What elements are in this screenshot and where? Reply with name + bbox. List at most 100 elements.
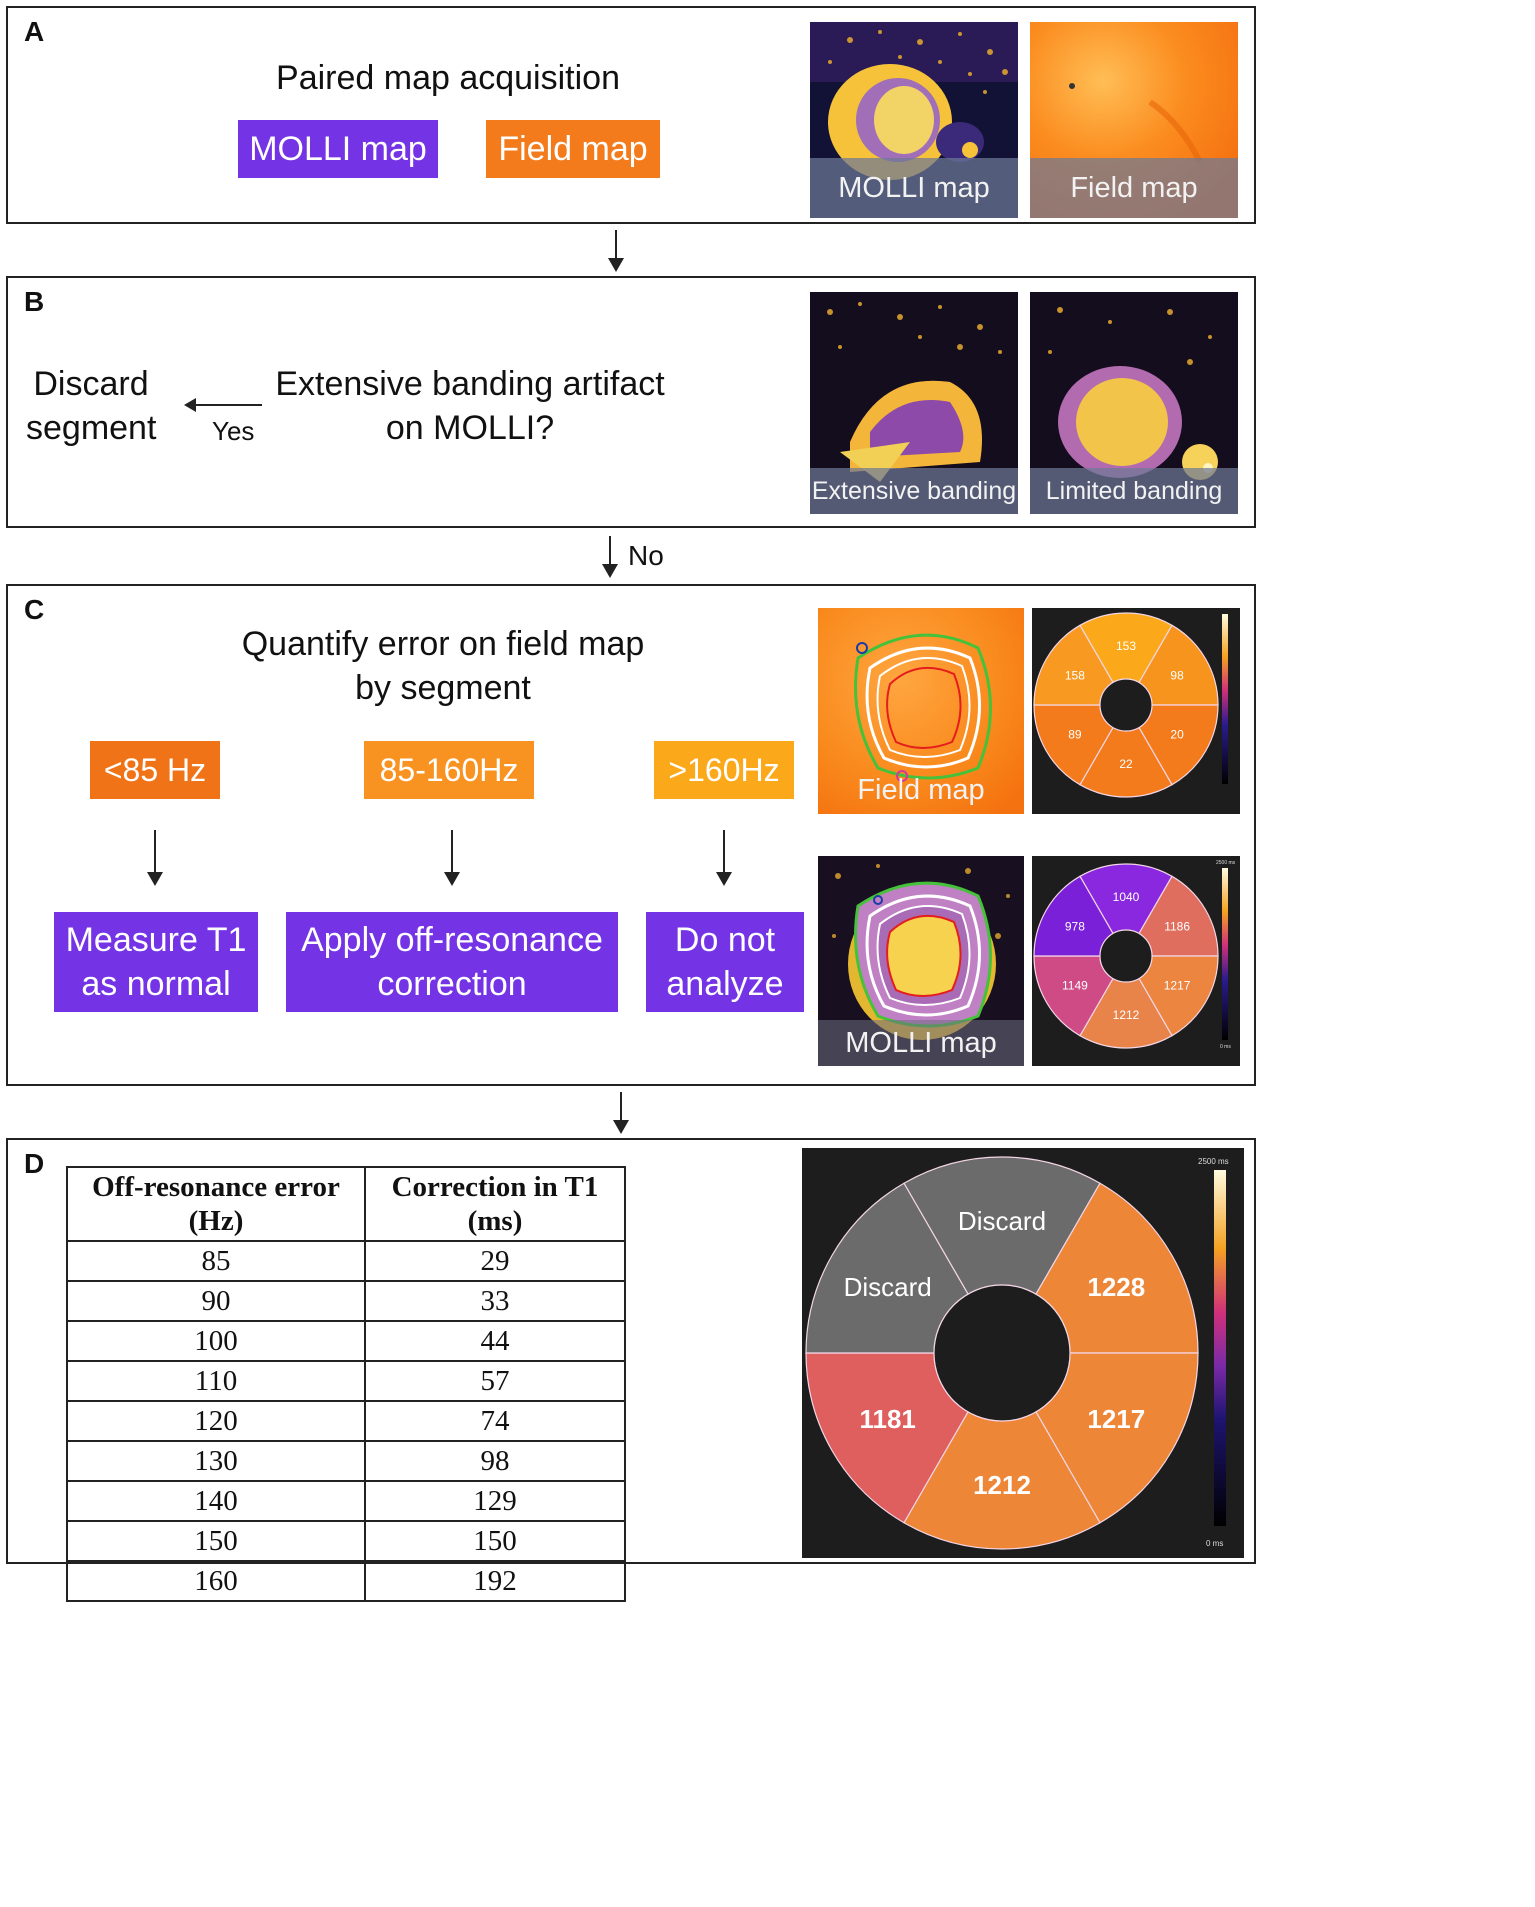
panel-d: D Off-resonance error (Hz) Correction in…	[6, 1138, 1256, 1602]
table-row: 110 57	[66, 1360, 626, 1402]
field-map-contour-image: Field map	[818, 608, 1024, 814]
final-bullseye-segment-label: 1217	[1087, 1404, 1145, 1434]
molli-bullseye-segment-label: 1040	[1113, 890, 1140, 904]
field-bullseye-segments	[1033, 612, 1219, 798]
molli-bullseye-segment-label: 1186	[1164, 920, 1190, 934]
table-row: 120 74	[66, 1400, 626, 1442]
field-bullseye-graphic: 153 98 20 22 89 158	[1033, 612, 1228, 798]
cell-ms: 129	[364, 1480, 626, 1522]
apply-line1: Apply off-resonance	[301, 921, 603, 959]
measure-line1: Measure T1	[65, 921, 247, 959]
table-header-row: Off-resonance error (Hz) Correction in T…	[66, 1166, 626, 1242]
table-header-hz: Off-resonance error (Hz)	[66, 1166, 366, 1242]
measure-t1-box: Measure T1 as normal	[54, 912, 258, 1012]
final-bullseye-graphic: Discard 1228 1217 1212 1181 Discard 2500 ms 0…	[805, 1156, 1229, 1550]
apply-line2: correction	[377, 965, 527, 1003]
header-ms-line1: Correction in T1	[391, 1171, 599, 1203]
yes-arrow	[184, 398, 262, 412]
cell-hz: 160	[66, 1560, 366, 1602]
cell-ms: 74	[364, 1400, 626, 1442]
field-bullseye-panel: 153 98 20 22 89 158	[1032, 608, 1240, 814]
discard-line1: Discard	[33, 365, 149, 403]
final-scale-bottom: 0 ms	[1206, 1539, 1223, 1548]
molli-contour-image: MOLLI map	[818, 856, 1024, 1066]
cell-hz: 90	[66, 1280, 366, 1322]
molli-bullseye-segment-label: 1217	[1164, 979, 1191, 993]
banding-question-line2: on MOLLI?	[385, 409, 555, 447]
table-row: 140 129	[66, 1480, 626, 1522]
measure-line2: as normal	[81, 965, 231, 1003]
extensive-banding-image: Extensive banding	[810, 292, 1018, 514]
cell-ms: 192	[364, 1560, 626, 1602]
field-bullseye-segment-label: 20	[1170, 728, 1184, 742]
do-not-analyze-box: Do not analyze	[646, 912, 804, 1012]
final-bullseye-segment-label: Discard	[958, 1206, 1046, 1236]
panel-c-letter: C	[24, 594, 45, 625]
molli-map-image: MOLLI map	[810, 22, 1018, 218]
molli-map-box: MOLLI map	[238, 120, 438, 178]
arrow-mid	[444, 830, 460, 886]
donot-line2: analyze	[666, 965, 784, 1003]
threshold-low: <85 Hz	[90, 741, 220, 799]
table-row: 90 33	[66, 1280, 626, 1322]
discard-segment-label: Discard segment	[26, 362, 156, 450]
apply-correction-box: Apply off-resonance correction	[286, 912, 618, 1012]
molli-bullseye-graphic: 1040 1186 1217 1212 1149 978 2500 ms 0 ms	[1033, 860, 1236, 1050]
field-bullseye-segment-label: 153	[1116, 639, 1136, 653]
molli-scale-top: 2500 ms	[1216, 860, 1236, 866]
cell-hz: 130	[66, 1440, 366, 1482]
field-bullseye-segment-label: 89	[1068, 728, 1082, 742]
cell-ms: 150	[364, 1520, 626, 1562]
cell-hz: 150	[66, 1520, 366, 1562]
cell-ms: 98	[364, 1440, 626, 1482]
yes-label: Yes	[212, 416, 255, 446]
limited-banding-image: Limited banding	[1030, 292, 1238, 514]
panel-a: A Paired map acquisition MOLLI map Field…	[6, 6, 1256, 224]
field-bullseye-segment-label: 98	[1170, 669, 1184, 683]
final-bullseye-panel: Discard 1228 1217 1212 1181 Discard 2500 ms 0…	[802, 1148, 1244, 1558]
final-scale-top: 2500 ms	[1198, 1157, 1229, 1166]
cell-hz: 120	[66, 1400, 366, 1442]
panel-a-heading: Paired map acquisition	[276, 59, 620, 97]
final-bullseye-segment-label: 1212	[973, 1470, 1031, 1500]
final-bullseye-segment-label: 1181	[859, 1404, 915, 1434]
field-map-contour-caption: Field map	[857, 773, 985, 806]
molli-map-caption: MOLLI map	[810, 158, 1018, 218]
discard-line2: segment	[26, 409, 157, 447]
field-bullseye-center-hole	[1099, 678, 1153, 732]
final-bullseye-segment-label: 1228	[1087, 1272, 1145, 1302]
panel-d-letter: D	[24, 1148, 45, 1179]
field-colorbar	[1222, 614, 1228, 784]
cell-hz: 100	[66, 1320, 366, 1362]
final-colorbar	[1214, 1170, 1226, 1526]
panel-c: C Quantify error on field map by segment…	[6, 584, 1256, 1086]
arrow-low	[147, 830, 163, 886]
arrow-high	[716, 830, 732, 886]
final-bullseye-segment-label: Discard	[844, 1272, 932, 1302]
cell-hz: 85	[66, 1240, 366, 1282]
donot-line1: Do not	[674, 921, 776, 959]
panel-b: B Extensive banding artifact on MOLLI? Y…	[6, 276, 1256, 528]
header-hz-line2: (Hz)	[188, 1205, 244, 1237]
table-row: 150 150	[66, 1520, 626, 1562]
cell-ms: 29	[364, 1240, 626, 1282]
field-bullseye-segment-label: 22	[1119, 757, 1133, 771]
field-map-box: Field map	[486, 120, 660, 178]
field-bullseye-segment-label: 158	[1065, 669, 1085, 683]
cell-hz: 140	[66, 1480, 366, 1522]
cell-ms: 57	[364, 1360, 626, 1402]
arrow-c-to-d	[613, 1092, 629, 1134]
molli-colorbar	[1222, 868, 1228, 1040]
banding-question-line1: Extensive banding artifact	[275, 365, 665, 403]
limited-banding-caption: Limited banding	[1030, 468, 1238, 514]
panel-b-letter: B	[24, 286, 45, 317]
molli-bullseye-center-hole	[1099, 929, 1153, 983]
threshold-high: >160Hz	[654, 741, 794, 799]
molli-bullseye-panel: 1040 1186 1217 1212 1149 978 2500 ms 0 ms	[1032, 856, 1240, 1066]
molli-contour-caption: MOLLI map	[818, 1020, 1024, 1066]
cell-hz: 110	[66, 1360, 366, 1402]
field-map-caption: Field map	[1030, 158, 1238, 218]
table-row: 100 44	[66, 1320, 626, 1362]
quantify-line1: Quantify error on field map	[241, 625, 645, 663]
quantify-heading: Quantify error on field map by segment	[213, 622, 673, 710]
